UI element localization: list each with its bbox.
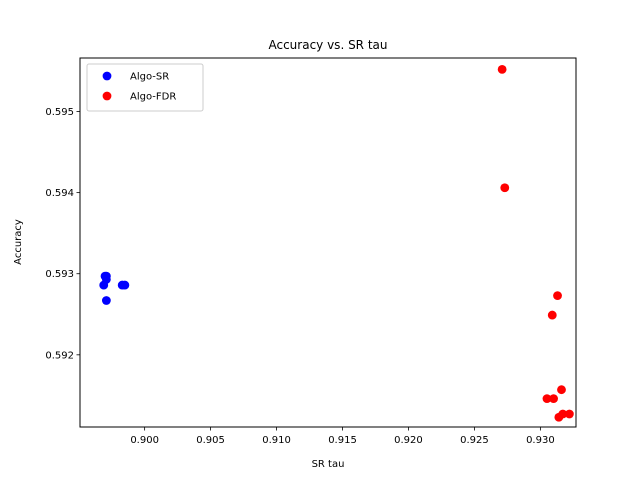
point-algo-fdr-0: [497, 64, 507, 74]
plot-points: [99, 64, 574, 422]
y-tick-label: 0.592: [45, 350, 74, 361]
legend-label-algo-sr: Algo-SR: [130, 72, 169, 83]
point-algo-fdr-5: [542, 394, 552, 404]
legend-marker-algo-fdr: [102, 91, 112, 101]
chart-title: Accuracy vs. SR tau: [268, 38, 387, 52]
point-algo-fdr-1: [500, 183, 510, 193]
point-algo-fdr-8: [565, 409, 574, 419]
x-tick-label: 0.915: [328, 435, 357, 446]
legend-marker-algo-sr: [102, 71, 112, 81]
plot-area-frame: [79, 57, 577, 428]
point-algo-sr-6: [120, 280, 130, 290]
y-tick-label: 0.593: [45, 269, 74, 280]
x-tick-label: 0.930: [526, 435, 555, 446]
point-algo-sr-4: [101, 296, 111, 305]
x-axis-label: SR tau: [312, 459, 345, 470]
x-tick-label: 0.910: [262, 435, 291, 446]
x-tick-label: 0.905: [196, 435, 225, 446]
point-algo-sr-3: [99, 280, 109, 290]
legend: Algo-SR Algo-FDR: [86, 63, 204, 112]
x-tick-label: 0.925: [460, 435, 489, 446]
x-tick-label: 0.900: [130, 435, 159, 446]
y-axis-ticks: 0.592 0.593 0.594 0.595: [45, 107, 80, 361]
x-axis-ticks: 0.900 0.905 0.910 0.915 0.920 0.925 0.930: [130, 427, 555, 446]
point-algo-fdr-3: [547, 310, 557, 320]
y-axis-label: Accuracy: [13, 219, 24, 265]
y-tick-label: 0.594: [45, 188, 74, 199]
x-tick-label: 0.920: [394, 435, 423, 446]
point-algo-fdr-2: [553, 291, 562, 301]
legend-label-algo-fdr: Algo-FDR: [130, 92, 176, 103]
y-tick-label: 0.595: [45, 107, 74, 118]
point-algo-fdr-9: [554, 412, 564, 422]
point-algo-fdr-4: [557, 385, 566, 395]
point-algo-fdr-6: [549, 394, 558, 404]
legend-box: [86, 63, 204, 112]
